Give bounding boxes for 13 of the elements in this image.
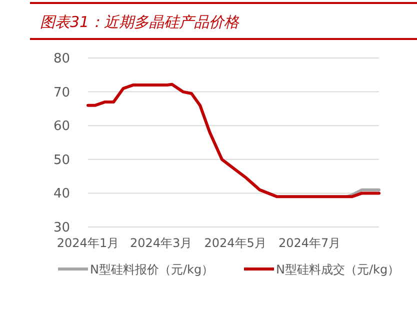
y-tick-label: 40 — [53, 186, 70, 202]
x-tick-label: 2024年1月 — [56, 236, 120, 250]
y-tick-label: 50 — [53, 152, 70, 168]
y-tick-label: 60 — [53, 119, 70, 134]
legend-label: N型硅料成交（元/kg） — [276, 262, 400, 276]
x-tick-label: 2024年7月 — [278, 236, 341, 250]
legend-label: N型硅料报价（元/kg） — [90, 262, 214, 276]
x-tick-label: 2024年3月 — [130, 236, 192, 250]
x-tick-label: 2024年5月 — [204, 236, 266, 250]
y-tick-label: 30 — [53, 220, 70, 236]
y-tick-label: 80 — [53, 52, 70, 66]
chart-title: 图表31：近期多晶硅产品价格 — [40, 13, 240, 31]
y-tick-label: 70 — [53, 85, 70, 100]
